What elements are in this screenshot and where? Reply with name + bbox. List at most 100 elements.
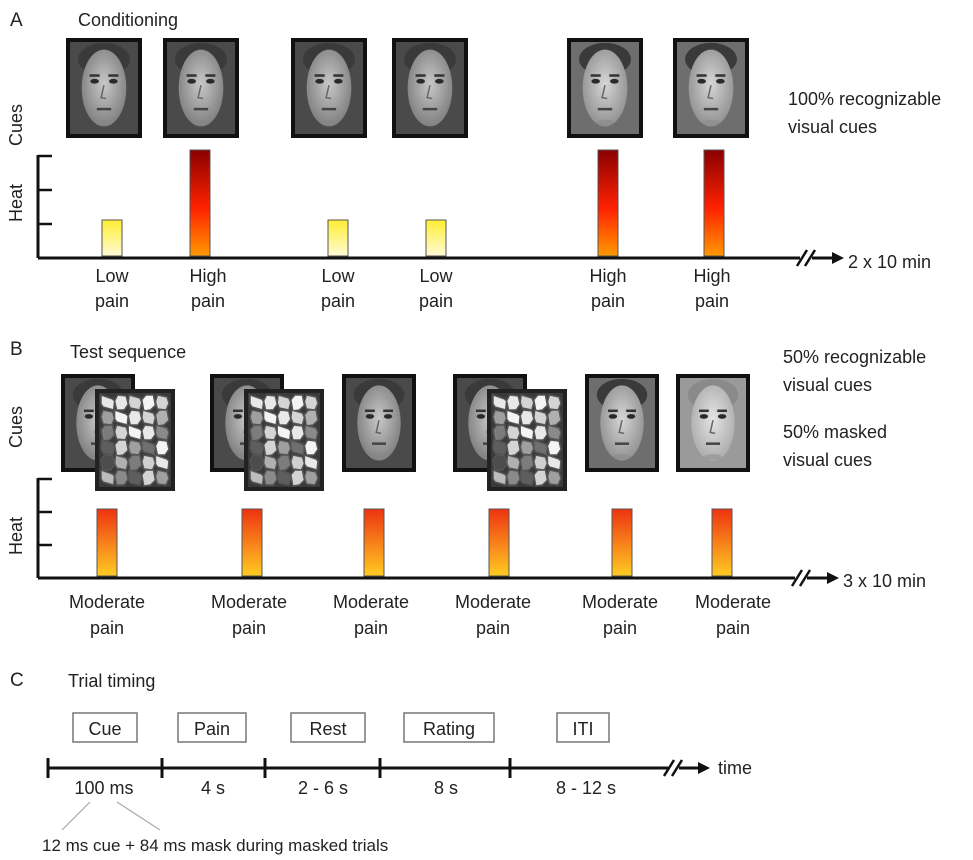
mask-cell — [519, 439, 535, 456]
face-eye — [608, 414, 618, 419]
panel-b-letter: B — [10, 339, 23, 360]
face-eye — [699, 414, 709, 419]
mask-cell — [100, 409, 116, 426]
iti-duration: 8 - 12 s — [556, 778, 616, 798]
mask-cell — [249, 439, 265, 456]
b-label-2-line1: Moderate — [211, 592, 287, 612]
mask-cell — [492, 424, 508, 442]
mask-cell — [249, 409, 265, 426]
face-eye — [476, 414, 486, 419]
mask-cell — [505, 454, 521, 471]
mask-cell — [127, 454, 143, 472]
a-label-3-line2: pain — [321, 291, 355, 311]
moderate-heat-bar — [611, 508, 633, 577]
face-eye — [187, 78, 196, 84]
mask-cell — [303, 453, 319, 471]
mask-cell — [290, 409, 306, 426]
face-cue-image — [673, 38, 749, 138]
mask-cell — [290, 424, 306, 441]
face-cue-image — [342, 374, 416, 472]
face-nose — [197, 84, 204, 100]
b-label-6-line2: pain — [716, 618, 750, 638]
a-label-3-line1: Low — [321, 266, 355, 286]
a-label-5-line2: pain — [591, 291, 625, 311]
panel-b-cues-label: Cues — [6, 406, 26, 448]
panel-a: A Conditioning Cues Heat 100% recognizab… — [6, 10, 941, 311]
face-eye — [206, 78, 215, 84]
face-cue-image — [567, 38, 643, 138]
panel-c-axis-break — [662, 759, 676, 777]
masked-cue-image — [244, 389, 324, 491]
mask-cell — [290, 469, 306, 487]
mask-cell — [100, 393, 116, 411]
face-eye — [383, 414, 393, 419]
face-eye — [315, 78, 324, 84]
mask-cell — [519, 409, 535, 426]
moderate-heat-bar — [363, 508, 385, 577]
a-label-5-line1: High — [589, 266, 626, 286]
face-cue-image — [676, 374, 750, 472]
mask-cell — [127, 423, 143, 441]
mask-cell — [290, 454, 306, 471]
rest-duration: 2 - 6 s — [298, 778, 348, 798]
footnote-leader-right — [116, 801, 161, 831]
rest-box-label: Rest — [309, 719, 346, 739]
panel-a-heat-label: Heat — [6, 184, 26, 222]
mask-cell — [127, 469, 143, 486]
mask-cell — [505, 424, 522, 441]
face-chin — [192, 119, 210, 126]
mask-cell — [154, 394, 170, 411]
panel-b: B Test sequence 50% recognizable visual … — [6, 339, 926, 638]
face-nose — [426, 84, 433, 100]
pain-box-label: Pain — [194, 719, 230, 739]
panel-b-arrow-head — [827, 572, 839, 584]
panel-c-arrow-head — [698, 762, 710, 774]
mask-cell — [276, 439, 292, 456]
a-label-2-line2: pain — [191, 291, 225, 311]
cue-box — [72, 712, 138, 743]
mask-cell — [546, 394, 562, 411]
face-chin — [95, 119, 113, 126]
mask-cell — [262, 394, 279, 411]
moderate-heat-bar — [711, 508, 733, 577]
panel-b-duration: 3 x 10 min — [843, 571, 926, 591]
mask-cell — [290, 394, 306, 412]
panel-b-note1-line1: 50% recognizable — [783, 347, 926, 367]
cue-duration: 100 ms — [74, 778, 133, 798]
panel-a-axis-break — [803, 249, 817, 267]
low-heat-bar — [327, 219, 349, 257]
mask-cell — [276, 394, 292, 411]
face-chin — [613, 454, 631, 460]
mask-cell — [519, 423, 535, 441]
b-label-2-line2: pain — [232, 618, 266, 638]
mask-cell — [249, 468, 265, 486]
face-chin — [421, 119, 439, 126]
face-chin — [704, 454, 722, 460]
high-heat-bar — [703, 149, 725, 257]
mask-cell — [492, 439, 508, 456]
panel-b-note2-line1: 50% masked — [783, 422, 887, 442]
face-cue-image — [291, 38, 367, 138]
face-chin — [320, 119, 338, 126]
a-label-6-line2: pain — [695, 291, 729, 311]
mask-cell — [262, 424, 279, 441]
face-cue-image — [66, 38, 142, 138]
mask-cell — [113, 424, 130, 441]
face-chin — [702, 119, 720, 126]
face-eye — [697, 78, 706, 84]
mask-cell — [492, 454, 508, 471]
masked-cue-image — [95, 389, 175, 491]
face-eye — [334, 78, 343, 84]
face-eye — [365, 414, 375, 419]
face-eye — [591, 78, 600, 84]
a-label-4-line2: pain — [419, 291, 453, 311]
mask-cell — [127, 409, 143, 426]
face-nose — [100, 84, 107, 100]
panel-b-note1-line2: visual cues — [783, 375, 872, 395]
panel-c-title: Trial timing — [68, 671, 155, 691]
mask-cell — [533, 469, 549, 487]
mask-cell — [249, 424, 265, 442]
mask-cell — [492, 468, 508, 486]
pain-duration: 4 s — [201, 778, 225, 798]
panel-b-heat-label: Heat — [6, 517, 26, 555]
